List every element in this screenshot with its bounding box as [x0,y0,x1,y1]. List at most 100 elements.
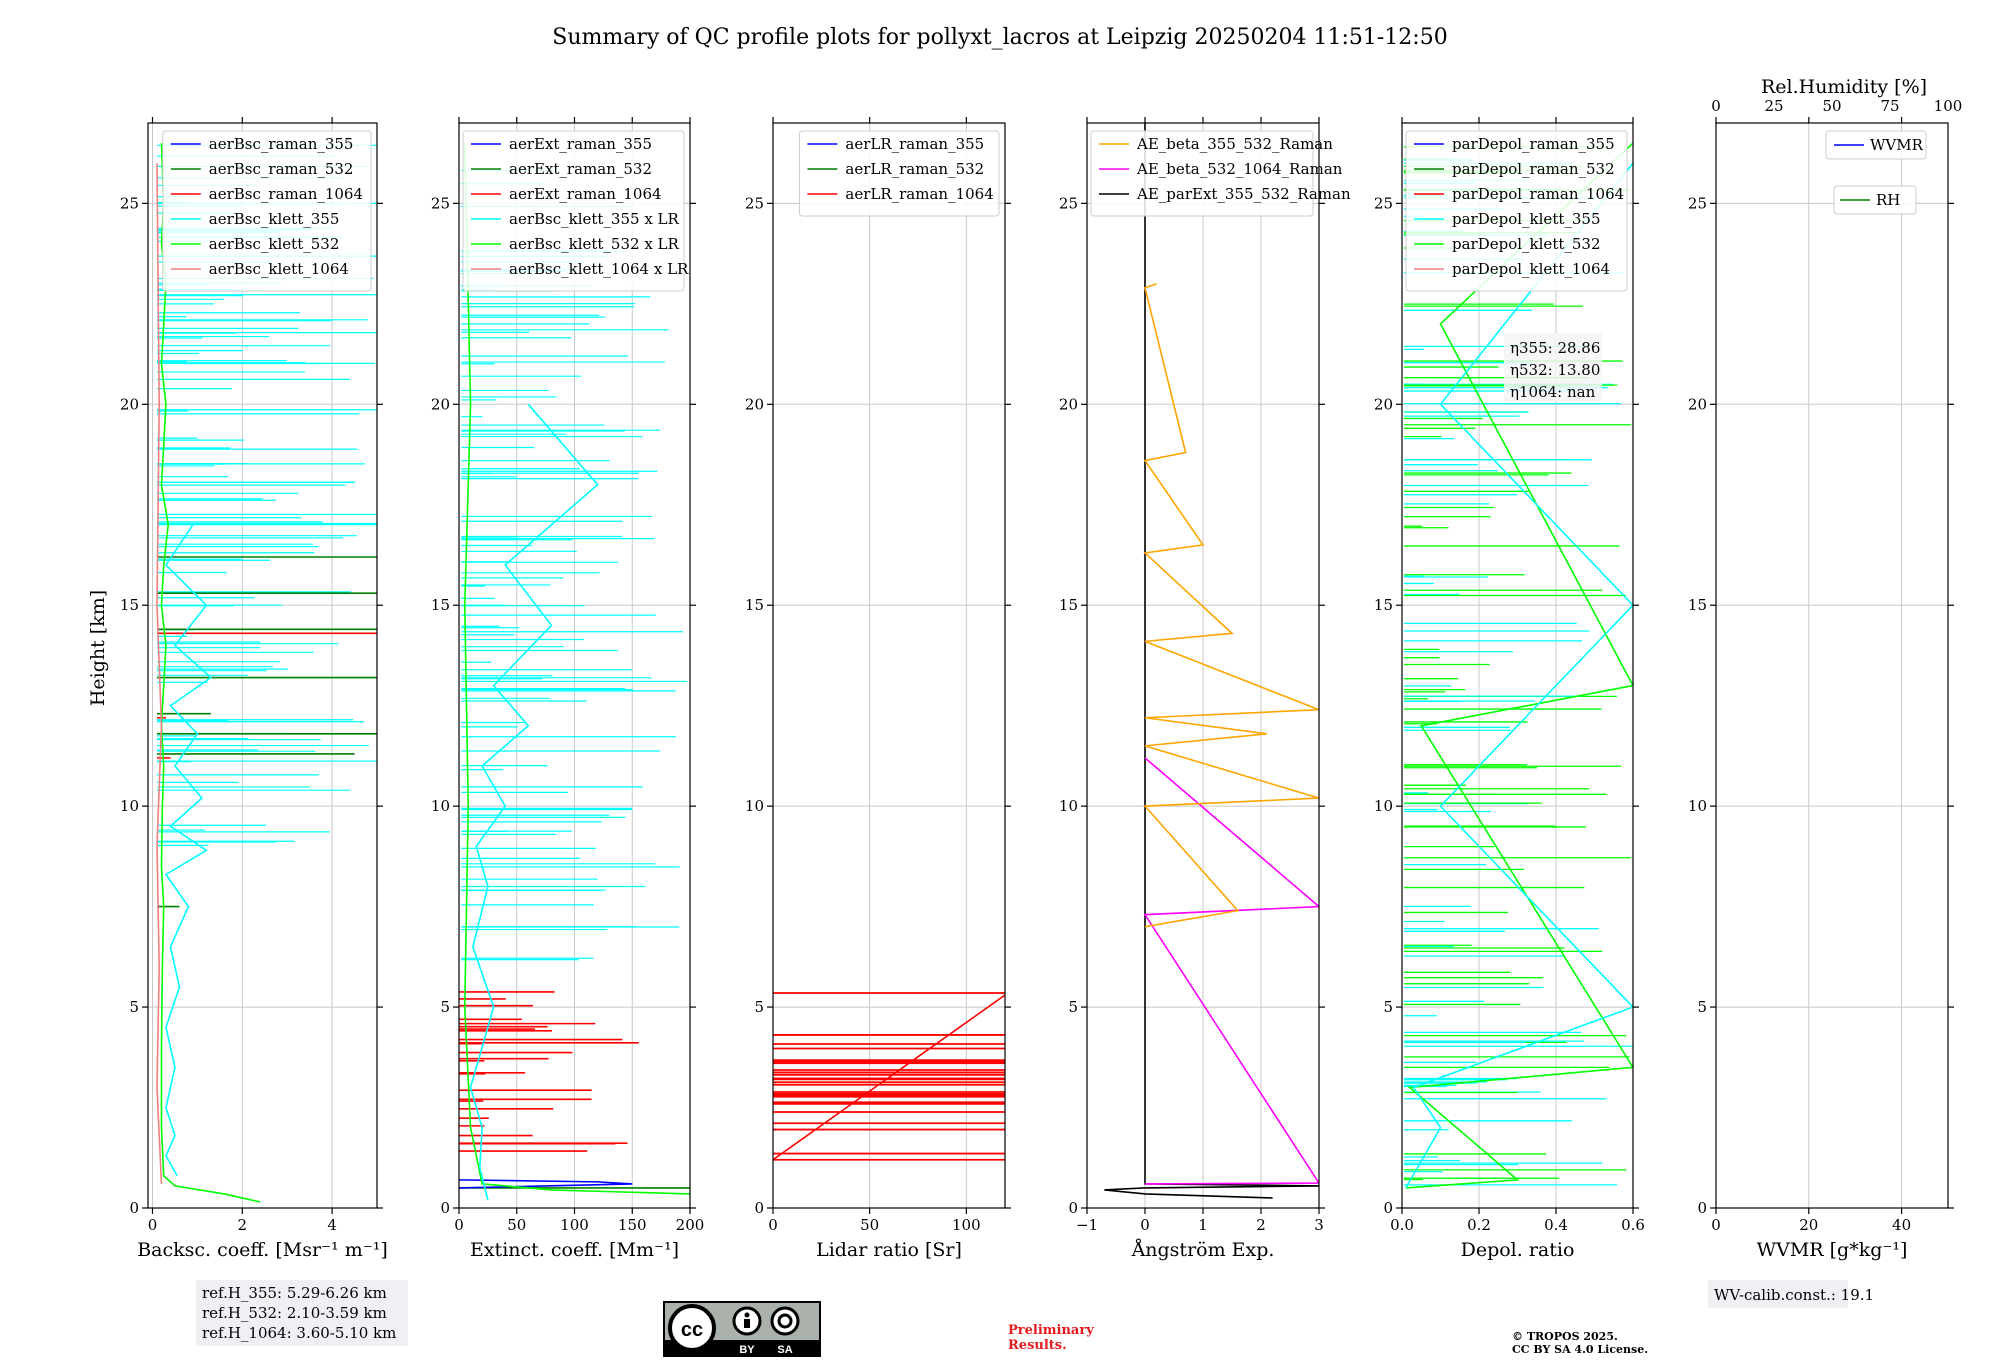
share-alike-arc [777,1313,793,1329]
axes-frame [1715,122,1949,1209]
x-tick-label: 0 [1711,1216,1721,1234]
series-aerBsc_klett_355 x LR [469,403,599,1201]
legend-label: parDepol_raman_355 [1452,135,1615,153]
legend-label: parDepol_klett_1064 [1452,260,1610,278]
x-axis-label: Depol. ratio [1461,1239,1575,1261]
axes-frame [147,122,378,1209]
series-parDepol_klett_532 [1405,142,1633,1189]
x-axis-label: Lidar ratio [Sr] [816,1239,962,1261]
series-aerExt_raman_355 [459,1179,633,1189]
x-axis-label: Ångström Exp. [1131,1239,1275,1261]
x-tick-label: 100 [560,1216,589,1234]
copyright-line-2: CC BY SA 4.0 License. [1512,1343,1648,1356]
x-tick-label: 200 [676,1216,705,1234]
panel-1: 0 5 10 15 20 25 0 2 4 Backsc. coeff. [Msr⁻¹ m⁻¹] a… [120,117,388,1261]
wv-calib-text: WV-calib.const.: 19.1 [1714,1286,1874,1304]
refh-1064: ref.H_1064: 3.60-5.10 km [202,1324,396,1342]
y-tick-label: 0 [440,1199,450,1217]
x-axis-label: Backsc. coeff. [Msr⁻¹ m⁻¹] [137,1239,388,1261]
axes-frame [1401,122,1634,1209]
legend-label: parDepol_klett_532 [1452,235,1601,253]
legend-label: aerBsc_klett_355 x LR [509,210,680,228]
plot-area [773,992,1005,1161]
share-alike-icon [770,1306,800,1336]
x-axis-label: WVMR [g*kg⁻¹] [1757,1239,1908,1261]
y-tick-label: 20 [1374,395,1393,413]
y-tick-label: 10 [120,797,139,815]
y-tick-label: 0 [1383,1199,1393,1217]
top-x-tick-label: 75 [1880,97,1899,115]
y-tick-label: 0 [1068,1199,1078,1217]
series-AE_beta_532_1064_Raman [1143,757,1319,1185]
series-aerLR_raman_1064 [773,994,1005,1161]
cc-logo-icon [668,1304,716,1352]
legend-label: aerLR_raman_355 [845,135,984,153]
legend-label: parDepol_klett_355 [1452,210,1601,228]
legend-label: RH [1876,191,1900,209]
legend-label: aerBsc_raman_532 [209,160,354,178]
cc-license-badge: cc BY SA [663,1301,821,1357]
figure-title: Summary of QC profile plots for pollyxt_… [552,25,1447,50]
x-tick-label: 0.0 [1390,1216,1414,1234]
plot-area [1403,142,1633,1189]
y-tick-label: 25 [745,194,764,212]
x-tick-label: 2 [1256,1216,1266,1234]
series-aerBsc_klett_355 [164,524,213,1177]
x-tick-label: 150 [618,1216,647,1234]
top-x-tick-label: 0 [1711,97,1721,115]
series-aerBsc_klett_1064 [156,163,163,1184]
legend-label: aerBsc_klett_1064 x LR [509,260,689,278]
refh-box-bg [196,1280,408,1346]
legend-box [462,130,685,292]
y-tick-label: 20 [1059,395,1078,413]
legend-box [1825,130,1927,160]
panel-5: 0 5 10 15 20 25 0.0 0.2 0.4 0.6 Depol. ratio parDep… [1374,117,1645,1261]
annotation-box [1504,333,1602,401]
x-tick-label: 0 [454,1216,464,1234]
y-axis-label: Height [km] [87,590,109,706]
y-tick-label: 5 [1383,998,1393,1016]
cc-sa-label: SA [777,1344,792,1356]
x-tick-label: 20 [1799,1216,1818,1234]
series-aerBsc_klett_532 x LR [463,143,690,1195]
series-AE_parExt_355_532_Raman [1104,123,1319,1199]
y-tick-label: 5 [129,998,139,1016]
legend-label: parDepol_raman_532 [1452,160,1615,178]
y-tick-label: 5 [1068,998,1078,1016]
legend-box [1833,185,1917,215]
legend-box [162,130,372,292]
y-tick-label: 15 [1374,596,1393,614]
y-tick-label: 20 [1688,395,1707,413]
axes-frame [772,122,1006,1209]
y-tick-label: 10 [1059,797,1078,815]
x-tick-label: 2 [238,1216,248,1234]
legend-label: aerBsc_raman_355 [209,135,354,153]
x-tick-label: 0 [148,1216,158,1234]
annotation-line: η355: 28.86 [1510,339,1600,357]
series-AE_beta_355_532_Raman [1143,282,1319,928]
legend-box [1090,130,1314,217]
cc-logo-text: cc [681,1319,703,1341]
legend-label: AE_parExt_355_532_Raman [1136,185,1351,203]
y-tick-label: 25 [120,194,139,212]
plot-area [1104,123,1319,1199]
y-tick-label: 15 [1688,596,1707,614]
refh-532: ref.H_532: 2.10-3.59 km [202,1304,387,1322]
legend-label: parDepol_raman_1064 [1452,185,1624,203]
series-parDepol_klett_355 [1405,162,1633,1189]
top-x-tick-label: 25 [1764,97,1783,115]
wv-calib-box: WV-calib.const.: 19.1 [1708,1280,1874,1308]
legend-label: aerBsc_raman_1064 [209,185,363,203]
y-tick-label: 10 [1688,797,1707,815]
x-tick-label: 0.6 [1621,1216,1645,1234]
top-x-tick-label: 100 [1934,97,1963,115]
x-tick-label: 0.4 [1544,1216,1568,1234]
panel-3: 0 5 10 15 20 25 0 50 100 Lidar ratio [Sr] aerLR_ra… [745,117,1011,1261]
cc-by-label: BY [739,1344,755,1356]
x-tick-label: 1 [1198,1216,1208,1234]
x-tick-label: 40 [1892,1216,1911,1234]
legend-label: aerLR_raman_532 [845,160,984,178]
